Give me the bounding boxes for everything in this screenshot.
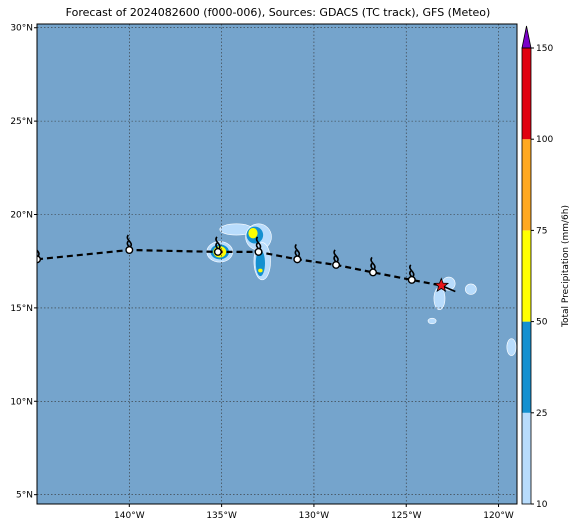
lat-tick-label: 25°N — [10, 117, 33, 127]
colorbar-tick-label: 100 — [536, 135, 553, 145]
precip-patch — [427, 317, 437, 325]
plot-area — [36, 23, 518, 505]
ocean-background — [37, 24, 517, 504]
map-title: Forecast of 2024082600 (f000-006), Sourc… — [65, 6, 491, 19]
track-point — [293, 255, 302, 264]
colorbar-segment — [522, 230, 531, 322]
colorbar-tick-label: 75 — [536, 226, 547, 236]
plot-frame — [36, 23, 518, 505]
colorbar-tick-label: 25 — [536, 409, 547, 419]
lat-tick-label: 5°N — [16, 491, 33, 501]
lat-tick-label: 10°N — [10, 397, 33, 407]
colorbar-segment — [522, 321, 531, 413]
precip-patch — [255, 249, 265, 277]
track-point — [407, 275, 416, 284]
lon-tick-label: 120°W — [483, 511, 514, 521]
colorbar-tick-label: 10 — [536, 500, 548, 510]
precip-patch — [248, 227, 258, 239]
lat-tick-label: 15°N — [10, 304, 33, 314]
precip-patch — [465, 283, 477, 295]
axis-tick-labels: 140°W 135°W 130°W 125°W 120°W 5°N 10°N 15°N 20°N… — [10, 24, 514, 521]
track-point — [254, 247, 263, 256]
colorbar-label: Total Precipitation (mm/6h) — [561, 205, 571, 328]
track-point — [125, 245, 134, 254]
colorbar-segment — [522, 412, 531, 504]
colorbar-extend-arrow — [521, 25, 532, 49]
colorbar-segment — [522, 139, 531, 231]
lon-tick-label: 140°W — [114, 511, 145, 521]
lon-tick-label: 135°W — [206, 511, 237, 521]
colorbar-segment — [522, 48, 531, 140]
lat-tick-label: 20°N — [10, 211, 33, 221]
lon-tick-label: 130°W — [299, 511, 330, 521]
current-position-star — [433, 277, 450, 292]
track-point — [213, 247, 222, 256]
colorbar-tick-label: 150 — [536, 44, 553, 54]
colorbar: 10 25 50 75 100 150 Total Precipitation (mm/6h… — [521, 25, 571, 510]
precip-patch — [433, 287, 446, 311]
colorbar-frame — [521, 47, 532, 505]
colorbar-tick-label: 50 — [536, 318, 548, 328]
precip-patch — [258, 268, 263, 273]
lon-tick-label: 125°W — [391, 511, 422, 521]
track-point — [369, 268, 378, 277]
track-point — [332, 260, 341, 269]
lat-tick-label: 30°N — [10, 24, 33, 34]
precip-patch — [506, 338, 517, 356]
